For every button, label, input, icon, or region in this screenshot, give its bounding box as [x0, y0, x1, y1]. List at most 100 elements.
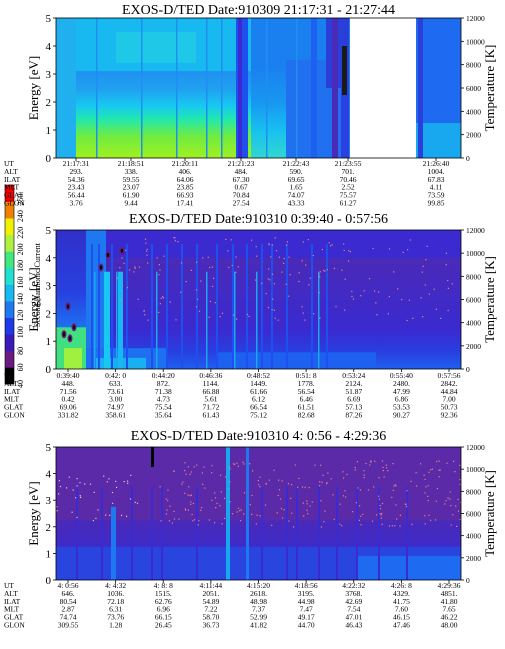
table-cell: 59.55 — [123, 175, 140, 184]
heatmap-dot — [323, 269, 325, 272]
y-tick-label: 5 — [46, 442, 52, 454]
heatmap-dot — [445, 252, 447, 254]
row-label: UT — [4, 581, 14, 590]
heatmap-stripe — [256, 271, 258, 369]
heatmap-dot — [447, 497, 449, 499]
heatmap-dot — [351, 290, 353, 293]
heatmap-dot — [180, 262, 183, 264]
heatmap-dot — [184, 462, 186, 464]
table-cell: 1.65 — [289, 183, 302, 192]
table-cell: 338. — [124, 167, 137, 176]
heatmap-dot — [93, 491, 95, 493]
heatmap-dot — [190, 503, 192, 505]
heatmap-dot — [137, 298, 139, 300]
heatmap-dot — [309, 505, 311, 507]
y-tick-label: 5 — [46, 13, 52, 25]
heatmap-dot — [123, 262, 125, 264]
colorbar-swatch — [5, 301, 14, 318]
heatmap-dot — [324, 270, 326, 272]
heatmap-dot — [214, 497, 217, 499]
heatmap-cell — [226, 447, 230, 580]
heatmap-dot — [97, 509, 99, 511]
heatmap-cell — [356, 556, 461, 580]
heatmap-cell — [332, 18, 338, 158]
chart-title: EXOS-D/TED Date:910310 4: 0:56 - 4:29:36 — [131, 429, 386, 444]
heatmap-dot — [423, 474, 425, 476]
heatmap-dot — [278, 489, 281, 491]
heatmap-dot — [394, 484, 396, 486]
table-cell: 4851. — [441, 589, 458, 598]
y2-tick-label: 12000 — [466, 443, 485, 452]
table-cell: 1515. — [155, 589, 172, 598]
table-cell: 0.42 — [61, 395, 74, 404]
y-tick-label: 0 — [46, 575, 52, 587]
heatmap-dot — [285, 283, 287, 285]
heatmap-dot — [211, 465, 213, 467]
y-axis-label: Energy [eV] — [26, 56, 41, 120]
heatmap-dot — [190, 501, 192, 503]
heatmap-dot — [184, 508, 186, 510]
heatmap-dot — [343, 249, 345, 251]
heatmap-dot — [197, 524, 199, 526]
table-cell: 0:39:40 — [57, 371, 80, 380]
heatmap-dot — [387, 313, 389, 315]
table-cell: 0.67 — [234, 183, 247, 192]
table-cell: 53.53 — [393, 403, 410, 412]
heatmap-dot — [435, 308, 437, 310]
table-cell: 82.68 — [298, 411, 315, 420]
table-cell: 21:26:40 — [423, 159, 450, 168]
heatmap-cell — [246, 447, 249, 580]
table-cell: 43.33 — [288, 199, 305, 208]
heatmap-stripe — [326, 243, 328, 369]
heatmap-dot — [298, 272, 300, 274]
heatmap-dot — [409, 239, 411, 241]
table-cell: 47.01 — [345, 613, 362, 622]
heatmap-dot — [204, 487, 206, 489]
heatmap-dot — [134, 266, 136, 268]
heatmap-dot — [214, 492, 216, 494]
heatmap-dot — [229, 481, 231, 483]
heatmap-dot — [314, 464, 316, 466]
table-cell: 47.99 — [393, 387, 410, 396]
heatmap-dot — [304, 486, 306, 488]
heatmap-dot — [378, 477, 380, 479]
heatmap-dot — [76, 485, 78, 487]
heatmap-dot — [312, 254, 314, 257]
y-tick-label: 5 — [46, 225, 52, 237]
heatmap-dot — [109, 514, 111, 516]
heatmap-dot — [450, 505, 452, 507]
table-cell: 56.44 — [68, 191, 85, 200]
heatmap-dot — [168, 520, 170, 522]
row-label: ILAT — [4, 175, 21, 184]
heatmap-dot — [406, 490, 408, 492]
heatmap-dot — [354, 469, 356, 471]
heatmap-dot — [345, 496, 347, 498]
y2-tick-label: 12000 — [466, 226, 485, 235]
heatmap-dot — [369, 464, 371, 466]
y2-tick-label: 4000 — [466, 107, 481, 116]
table-cell: 50.73 — [441, 403, 458, 412]
y-axis-label: Energy [eV] — [26, 481, 41, 545]
heatmap-dot — [196, 464, 198, 466]
table-cell: 7.22 — [204, 605, 217, 614]
heatmap-dot — [95, 517, 97, 519]
table-cell: 46.22 — [441, 613, 458, 622]
colorbar-swatch — [5, 284, 14, 302]
heatmap-dot — [301, 306, 303, 308]
heatmap-dot — [259, 476, 261, 478]
y2-tick-label: 4000 — [466, 532, 481, 541]
heatmap-dot — [111, 491, 114, 494]
heatmap-dot — [187, 494, 189, 496]
heatmap-dot — [380, 514, 382, 516]
heatmap-dot — [421, 271, 423, 273]
heatmap-stripe — [206, 271, 208, 369]
colorbar-swatch — [5, 234, 14, 252]
heatmap-dot — [228, 266, 230, 268]
heatmap-dot — [319, 481, 321, 483]
heatmap-dot — [283, 509, 285, 511]
table-cell: 42.69 — [345, 597, 362, 606]
heatmap-dot — [402, 251, 404, 253]
heatmap-dot — [391, 496, 393, 498]
heatmap-dot — [290, 497, 292, 500]
colorbar-swatch — [5, 350, 14, 368]
